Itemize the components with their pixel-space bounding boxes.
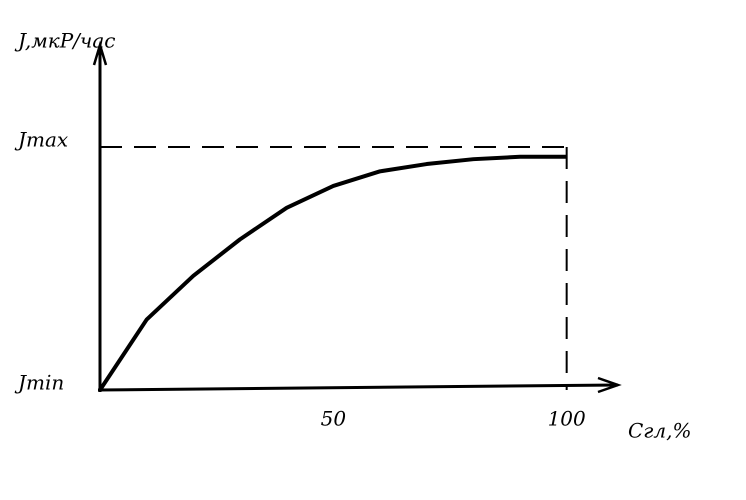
x-axis-arrow [597, 376, 622, 394]
x-axis-title: Cгл,% [628, 419, 692, 443]
y-axis-arrow [92, 40, 108, 66]
x-tick-label: 100 [548, 407, 586, 431]
x-tick-label: 50 [321, 407, 347, 431]
y-tick-label: Jmax [14, 128, 68, 152]
data-line [98, 154, 567, 392]
x-axis [97, 383, 619, 392]
y-tick-label: Jmin [14, 371, 64, 395]
